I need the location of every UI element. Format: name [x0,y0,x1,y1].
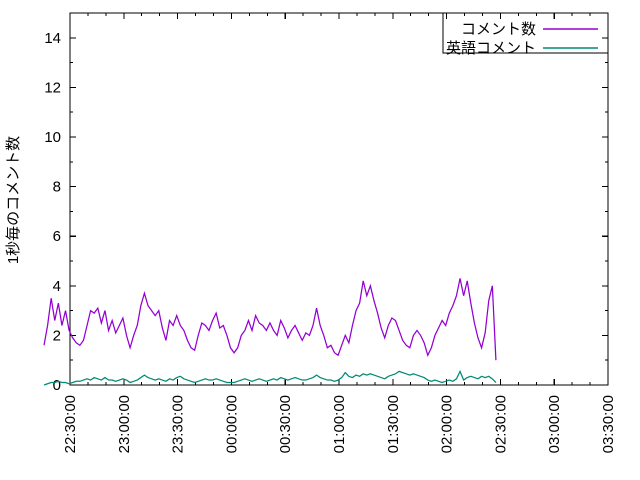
legend-border [442,12,609,54]
y-axis-label: 1秒毎のコメント数 [5,136,22,264]
y-tick-label: 14 [44,30,61,47]
x-tick-label: 01:30:00 [385,395,402,453]
y-tick-label: 0 [53,377,61,394]
x-tick-label: 01:00:00 [331,395,348,453]
x-axis-ticks: 22:30:00 23:00:00 23:30:00 00:00:00 00:30:00… [62,13,617,453]
y-axis-ticks: 0 2 4 6 8 10 12 14 [44,30,608,394]
x-tick-label: 22:30:00 [62,395,79,453]
x-tick-label: 02:00:00 [439,395,456,453]
series-line-english-comment [43,369,497,386]
legend-label-english-comment: 英語コメント [446,39,536,57]
data-series [43,278,497,386]
y-tick-label: 10 [44,129,61,146]
x-tick-label: 00:00:00 [223,395,240,453]
y-tick-label: 2 [53,327,61,344]
x-tick-label: 03:30:00 [600,395,617,453]
x-tick-label: 00:30:00 [277,395,294,453]
y-tick-label: 12 [44,79,61,96]
x-tick-label: 23:00:00 [116,395,133,453]
y-tick-label: 8 [53,179,61,196]
x-tick-label: 03:00:00 [546,395,563,453]
y-tick-label: 4 [53,278,61,295]
legend-label-comment-count: コメント数 [461,21,536,38]
x-tick-label: 02:30:00 [492,395,509,453]
y-tick-label: 6 [53,228,61,245]
series-line-comment-count [43,278,497,361]
x-tick-label: 23:30:00 [170,395,187,453]
